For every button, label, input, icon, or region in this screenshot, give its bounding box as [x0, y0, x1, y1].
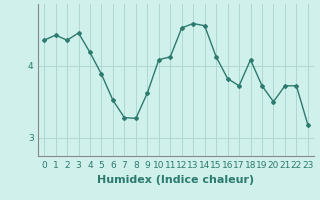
- X-axis label: Humidex (Indice chaleur): Humidex (Indice chaleur): [97, 175, 255, 185]
